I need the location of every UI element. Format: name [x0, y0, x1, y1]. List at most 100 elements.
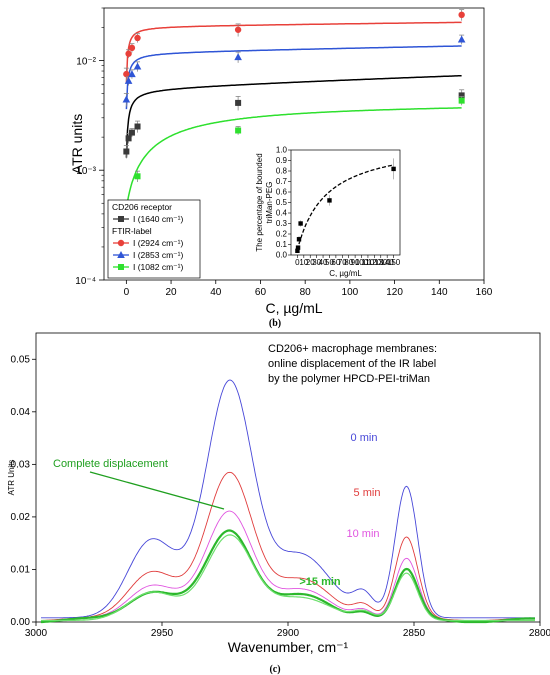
series-label-c: 10 min	[346, 528, 379, 540]
panel-c-title-line: online displacement of the IR label	[268, 358, 436, 370]
series-label-c: 0 min	[351, 432, 378, 444]
legend-marker	[118, 216, 124, 222]
data-point-b	[123, 70, 130, 78]
annotation-arrow	[89, 471, 225, 510]
data-point-b	[128, 70, 136, 78]
inset-y-tick-label: 1.0	[276, 146, 288, 155]
caption-c: (c)	[269, 664, 280, 675]
inset-data-point	[296, 237, 302, 242]
data-point-b	[125, 50, 132, 57]
inset-y-label-2: triMan-PEG	[265, 182, 274, 224]
inset-y-tick-label: 0.1	[276, 240, 288, 249]
spectrum-line-overlay	[41, 534, 535, 622]
y-tick-label-b: 10⁻⁴	[75, 276, 96, 287]
y-tick-label-c: 0.02	[11, 512, 31, 523]
fit-curve-b	[125, 74, 462, 158]
data-point-b	[124, 76, 133, 84]
legend-group-label: FTIR-label	[112, 226, 152, 236]
data-point-b	[134, 123, 141, 130]
x-tick-label-b: 100	[342, 287, 359, 298]
inset-x-tick-label: 110	[362, 258, 375, 267]
y-tick-label-c: 0.01	[11, 564, 31, 575]
inset-y-tick-label: 0.0	[276, 251, 288, 260]
y-tick-label-c: 0.05	[11, 354, 31, 365]
y-axis-label-c: ATR Units	[7, 460, 16, 496]
inset-y-tick-label: 0.7	[276, 177, 288, 186]
x-axis-label-c: Wavenumber, cm⁻¹	[228, 639, 349, 655]
data-point-b	[234, 53, 242, 61]
panel-c: 3000 2950 2900 2850 2800 0.00 0.01 0.02 0.03 0.04…	[7, 332, 550, 655]
fit-curve-b	[125, 107, 462, 209]
inset-fit-curve	[296, 164, 394, 250]
data-point-b	[458, 92, 465, 99]
inset-y-tick-label: 0.6	[276, 188, 288, 197]
data-point-b	[128, 44, 136, 52]
y-axis-label-b: ATR units	[69, 114, 85, 174]
annotation-complete-displacement: Complete displacement	[53, 458, 168, 470]
panel-c-title-line: CD206+ macrophage membranes:	[268, 343, 437, 355]
data-point-b	[122, 95, 131, 103]
data-point-b	[123, 148, 130, 155]
legend-group-receptor: CD206 receptor	[112, 202, 172, 212]
caption-b: (b)	[269, 318, 281, 329]
x-tick-label-b: 160	[476, 287, 493, 298]
inset-x-tick-label: 40	[319, 258, 328, 267]
inset-frame	[290, 149, 401, 256]
data-point-b	[235, 99, 242, 106]
inset-x-label: C, µg/mL	[329, 269, 362, 278]
fit-curve-b	[125, 21, 462, 84]
inset-y-tick-label: 0.3	[276, 219, 288, 228]
inset-x-tick-label: 100	[355, 258, 369, 267]
inset-y-tick-label: 0.2	[276, 230, 288, 239]
x-tick-label-c: 2800	[529, 628, 550, 639]
y-tick-label-c: 0.03	[11, 459, 31, 470]
inset-data-point	[298, 221, 303, 226]
data-point-b	[458, 97, 465, 104]
inset-data-point	[327, 198, 332, 203]
data-point-b	[125, 135, 132, 142]
data-point-b	[235, 127, 242, 134]
inset-x-tick-label: 90	[351, 258, 360, 267]
inset-data-point	[295, 248, 300, 253]
spectrum-line	[41, 529, 535, 624]
x-tick-label-c: 2900	[277, 628, 300, 639]
inset-data-point	[295, 245, 301, 250]
data-point-b	[134, 173, 141, 180]
y-tick-label-c: 0.00	[11, 617, 31, 628]
inset-x-tick-label: 60	[331, 258, 340, 267]
inset-x-tick-label: 0	[295, 258, 300, 267]
x-tick-label-c: 3000	[25, 628, 48, 639]
legend-entry: I (2853 cm⁻¹)	[133, 250, 183, 260]
fit-curve-b	[125, 45, 462, 110]
x-tick-label-b: 20	[165, 287, 177, 298]
legend-marker	[118, 264, 124, 270]
x-tick-label-b: 40	[210, 287, 222, 298]
x-tick-label-b: 120	[386, 287, 403, 298]
inset-x-tick-label: 70	[338, 258, 347, 267]
x-tick-label-b: 0	[124, 287, 130, 298]
x-tick-label-b: 140	[431, 287, 448, 298]
x-tick-label-c: 2850	[403, 628, 426, 639]
legend-marker	[117, 251, 125, 258]
data-point-b	[457, 35, 466, 43]
y-tick-label-b: 10⁻³	[76, 166, 96, 177]
spectrum-line	[41, 471, 535, 622]
inset-data-point	[391, 166, 396, 172]
inset-x-tick-label: 140	[380, 258, 394, 267]
data-point-b	[128, 129, 135, 136]
data-point-b	[134, 34, 141, 42]
inset-y-tick-label: 0.8	[276, 167, 288, 176]
data-point-b	[133, 62, 142, 70]
data-point-b	[458, 11, 465, 19]
legend-entry: I (2924 cm⁻¹)	[133, 238, 183, 248]
legend-entry: I (1082 cm⁻¹)	[133, 262, 183, 272]
legend-marker	[117, 239, 125, 247]
panel-c-title-line: by the polymer HPCD-PEI-triMan	[268, 373, 430, 385]
inset-x-tick-label: 150	[387, 258, 401, 267]
plot-frame-b	[103, 7, 485, 281]
inset-y-tick-label: 0.9	[276, 156, 288, 165]
y-tick-label-c: 0.04	[11, 407, 31, 418]
legend-entry: I (1640 cm⁻¹)	[133, 214, 183, 224]
